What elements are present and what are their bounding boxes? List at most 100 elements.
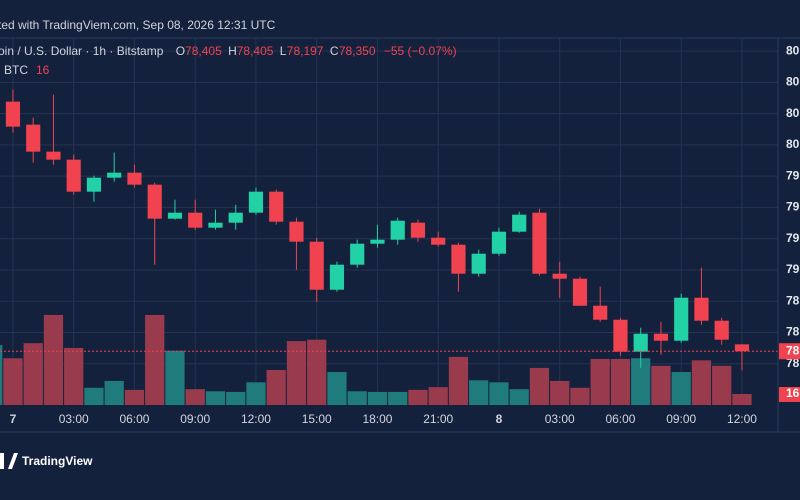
legend-ohlc-key: C	[330, 44, 339, 58]
volume-bar	[43, 314, 64, 405]
volume-bar	[671, 372, 691, 405]
volume-bar	[367, 391, 388, 405]
volume-bar	[631, 358, 651, 405]
y-tick-label: 79	[786, 200, 800, 214]
legend-ohlc-value: 78,350	[339, 44, 376, 58]
x-tick-label: 12:00	[727, 412, 757, 426]
legend-change: −55 (−0.07%)	[384, 44, 457, 58]
last-volume-box	[779, 387, 800, 403]
x-tick-label: 15:00	[302, 412, 332, 426]
volume-bar	[489, 382, 509, 405]
volume-bar	[529, 367, 550, 405]
y-tick-label: 80	[786, 137, 800, 151]
candle-body	[208, 222, 223, 228]
volume-bar	[712, 365, 732, 405]
candle-body	[572, 278, 588, 306]
x-tick-label: 06:00	[605, 412, 635, 426]
x-tick-label: 12:00	[241, 412, 271, 426]
volume-bar	[165, 350, 185, 405]
candle-body	[613, 319, 628, 352]
volume-bar	[570, 387, 590, 405]
last-price-label: 78	[786, 343, 800, 357]
candle-body	[107, 172, 122, 178]
volume-bar	[64, 347, 84, 405]
brand-name: TradingView	[22, 454, 93, 468]
candle-body	[714, 320, 729, 340]
legend-ohlc-value: 78,197	[287, 44, 324, 58]
candle-body	[167, 212, 183, 219]
logo-icon	[0, 453, 18, 469]
last-volume-label: 16	[786, 386, 800, 400]
volume-bar	[590, 358, 610, 405]
volume-bar	[327, 372, 347, 405]
y-tick-label: 79	[786, 231, 800, 245]
x-tick-label: 7	[10, 412, 17, 426]
y-tick-label: 80	[786, 106, 800, 120]
candle-body	[410, 222, 426, 238]
y-tick-label: 78	[786, 356, 800, 370]
volume-bar	[509, 389, 529, 405]
volume-bar	[0, 345, 3, 405]
candle-body	[350, 243, 365, 265]
x-tick-label: 18:00	[362, 412, 392, 426]
x-tick-label: 09:00	[180, 412, 210, 426]
candle-body	[329, 264, 345, 290]
y-tick-label: 80	[786, 75, 800, 89]
volume-bar	[307, 339, 327, 405]
volume-bar	[104, 380, 124, 405]
candle-body	[451, 244, 466, 274]
candle-body	[674, 297, 689, 341]
volume-bar	[448, 356, 469, 405]
candle-body	[532, 212, 547, 274]
legend-volume-value: 16	[36, 63, 50, 77]
volume-bar	[610, 358, 631, 405]
volume-bar	[550, 380, 570, 405]
x-tick-label: 09:00	[666, 412, 696, 426]
y-tick-label: 78	[786, 325, 800, 339]
candle-body	[512, 214, 527, 232]
candle-body	[471, 253, 486, 274]
candle-body	[248, 191, 264, 213]
volume-layer	[0, 314, 752, 405]
candle-body	[5, 101, 21, 127]
footer-logo: TradingView	[0, 453, 93, 469]
legend-ohlc-key: H	[228, 44, 237, 58]
volume-bar	[408, 389, 428, 405]
candle-body	[491, 231, 507, 254]
candle-body	[552, 273, 567, 279]
volume-bar	[691, 360, 712, 405]
legend-ohlc-key: O	[176, 44, 185, 58]
candle-body	[431, 237, 446, 245]
y-tick-label: 79	[786, 262, 800, 276]
candle-body	[370, 239, 385, 244]
y-tick-label: 79	[786, 168, 800, 182]
candle-body	[593, 305, 608, 320]
candle-body	[694, 297, 709, 321]
candle-body	[289, 221, 304, 242]
volume-bar	[23, 343, 43, 405]
candle-body	[653, 333, 669, 341]
volume-bar	[205, 391, 226, 405]
candle-body	[188, 212, 203, 228]
volume-bar	[145, 314, 165, 405]
volume-bar	[428, 387, 448, 405]
volume-bar	[469, 380, 489, 405]
candle-body	[633, 333, 648, 352]
volume-bar	[124, 389, 145, 405]
volume-bar	[3, 358, 23, 405]
volume-bar	[84, 387, 104, 405]
legend-ohlc-key: L	[280, 44, 287, 58]
volume-bar	[732, 394, 752, 405]
candle-body	[309, 241, 324, 290]
x-tick-label: 06:00	[119, 412, 149, 426]
overlay-layer: O 78,405 H 78,405 L 78,197 C 78,350 −55 (−0.07%)…	[0, 43, 800, 426]
legend-symbol: oin / U.S. Dollar · 1h · Bitstamp	[0, 44, 164, 58]
candle-body	[26, 124, 41, 152]
x-tick-label: 21:00	[423, 412, 453, 426]
y-tick-label: 78	[786, 293, 800, 307]
volume-bar	[246, 382, 266, 405]
x-tick-label: 03:00	[545, 412, 575, 426]
volume-bar	[347, 391, 367, 405]
